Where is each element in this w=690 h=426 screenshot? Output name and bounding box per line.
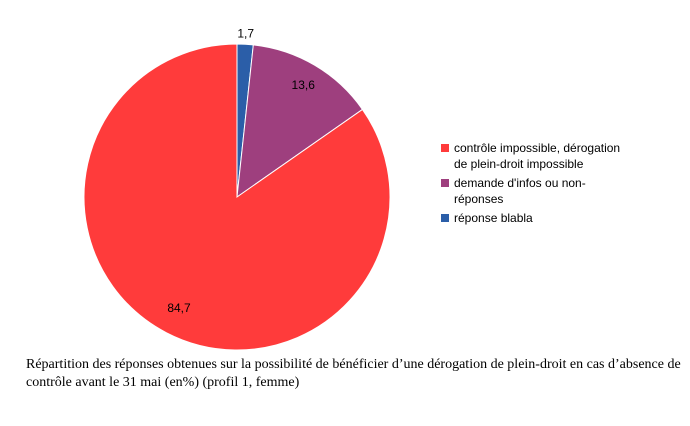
data-label-info-request: 13,6 (292, 78, 316, 92)
pie-slices (83, 43, 391, 350)
pie-data-labels: 1,7 13,6 84,7 (167, 27, 315, 316)
legend-label-control-impossible: contrôle impossible, dérogation de plein-… (454, 141, 620, 171)
pie-chart: 1,7 13,6 84,7 contrôle impossible, dérogat… (83, 27, 620, 350)
chart-caption: Répartition des réponses obtenues sur la… (26, 357, 681, 390)
pie-slice-info-request (236, 44, 364, 199)
data-label-control-impossible: 84,7 (167, 301, 191, 315)
legend-swatch-info-request (441, 179, 449, 187)
legend-label-blabla-response: réponse blabla (454, 211, 533, 225)
legend-swatch-control-impossible (441, 144, 449, 152)
chart-legend: contrôle impossible, dérogation de plein-… (441, 141, 620, 225)
legend-label-info-request: demande d'infos ou non-réponses (454, 176, 586, 206)
pie-slice-control-impossible (83, 43, 391, 350)
legend-swatch-blabla-response (441, 214, 449, 222)
data-label-blabla-response: 1,7 (237, 27, 254, 41)
